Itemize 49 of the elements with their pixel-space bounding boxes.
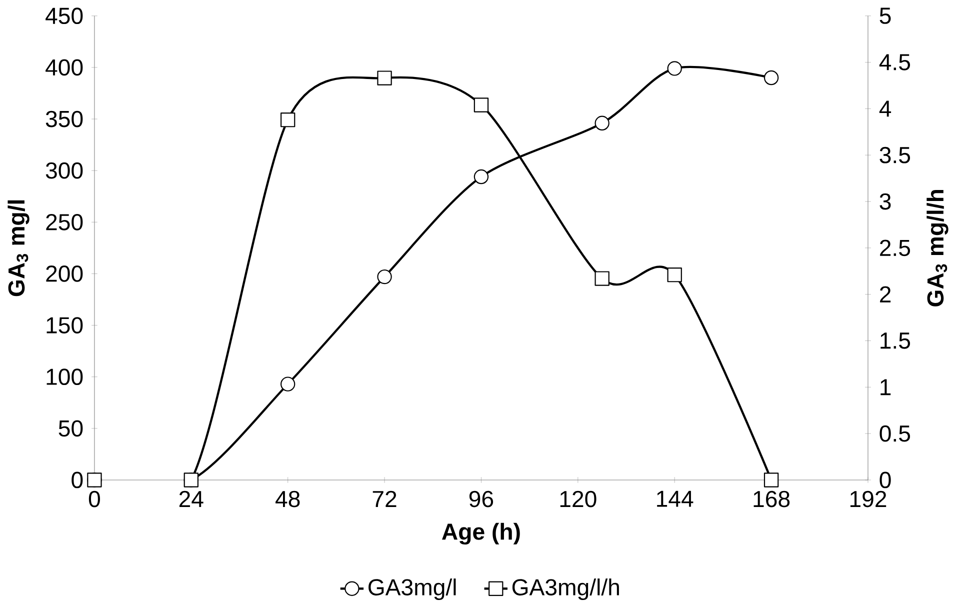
point bbox=[377, 70, 392, 86]
x-tick-label: 72 bbox=[372, 490, 396, 507]
y-tick-label: 450 bbox=[46, 8, 83, 24]
y-tick-label: 250 bbox=[46, 214, 83, 230]
point bbox=[667, 61, 682, 76]
point bbox=[280, 376, 296, 392]
y2-tick-label: 5 bbox=[880, 8, 891, 24]
point bbox=[594, 116, 610, 130]
y-tick-label: 0 bbox=[72, 472, 83, 488]
y-tick-label: 200 bbox=[46, 265, 83, 282]
text: GA$_{3}$ mg/l bbox=[8, 200, 30, 296]
y2-tick-label: 2 bbox=[880, 286, 891, 302]
legend-label: GA3mg/l/h bbox=[512, 578, 619, 600]
point bbox=[377, 269, 392, 284]
y2-tick-label: 3.5 bbox=[880, 146, 910, 164]
x-tick-label: 48 bbox=[276, 490, 300, 508]
y-tick-label: 150 bbox=[46, 317, 83, 334]
y-tick-label: 400 bbox=[46, 59, 83, 76]
x-tick-label: 144 bbox=[657, 490, 694, 507]
point bbox=[764, 70, 779, 86]
x-tick-label: 168 bbox=[754, 490, 790, 508]
point bbox=[667, 267, 682, 282]
y-tick-label: 50 bbox=[58, 420, 83, 437]
x-tick-label: 0 bbox=[88, 490, 100, 508]
point bbox=[474, 98, 489, 112]
point bbox=[184, 472, 198, 488]
y-tick-label: 300 bbox=[46, 162, 83, 179]
y2-tick-label: 0 bbox=[880, 472, 891, 488]
point bbox=[280, 112, 296, 128]
point bbox=[87, 472, 102, 488]
y2-tick-label: 1 bbox=[880, 379, 891, 396]
x-tick-label: 24 bbox=[179, 490, 204, 507]
y-tick-label: 100 bbox=[46, 368, 83, 385]
y2-tick-label: 4 bbox=[879, 100, 892, 117]
y2-tick-label: 2.5 bbox=[880, 240, 910, 256]
point bbox=[764, 472, 779, 488]
point bbox=[474, 169, 489, 184]
y-tick-label: 350 bbox=[46, 110, 83, 128]
x-tick-label: 96 bbox=[469, 490, 494, 508]
x-axis-title: Age (h) bbox=[442, 522, 520, 544]
y2-tick-label: 0.5 bbox=[880, 425, 910, 442]
y2-tick-label: 4.5 bbox=[879, 54, 910, 70]
y2-tick-label: 3 bbox=[880, 193, 891, 210]
x-tick-label: 192 bbox=[850, 490, 886, 508]
text: GA$_{3}$ mg/l/h bbox=[926, 190, 948, 306]
y2-tick-label: 1.5 bbox=[880, 332, 910, 349]
legend-label: GA3mg/l bbox=[368, 578, 456, 600]
point bbox=[594, 271, 610, 286]
x-tick-label: 120 bbox=[560, 490, 596, 508]
